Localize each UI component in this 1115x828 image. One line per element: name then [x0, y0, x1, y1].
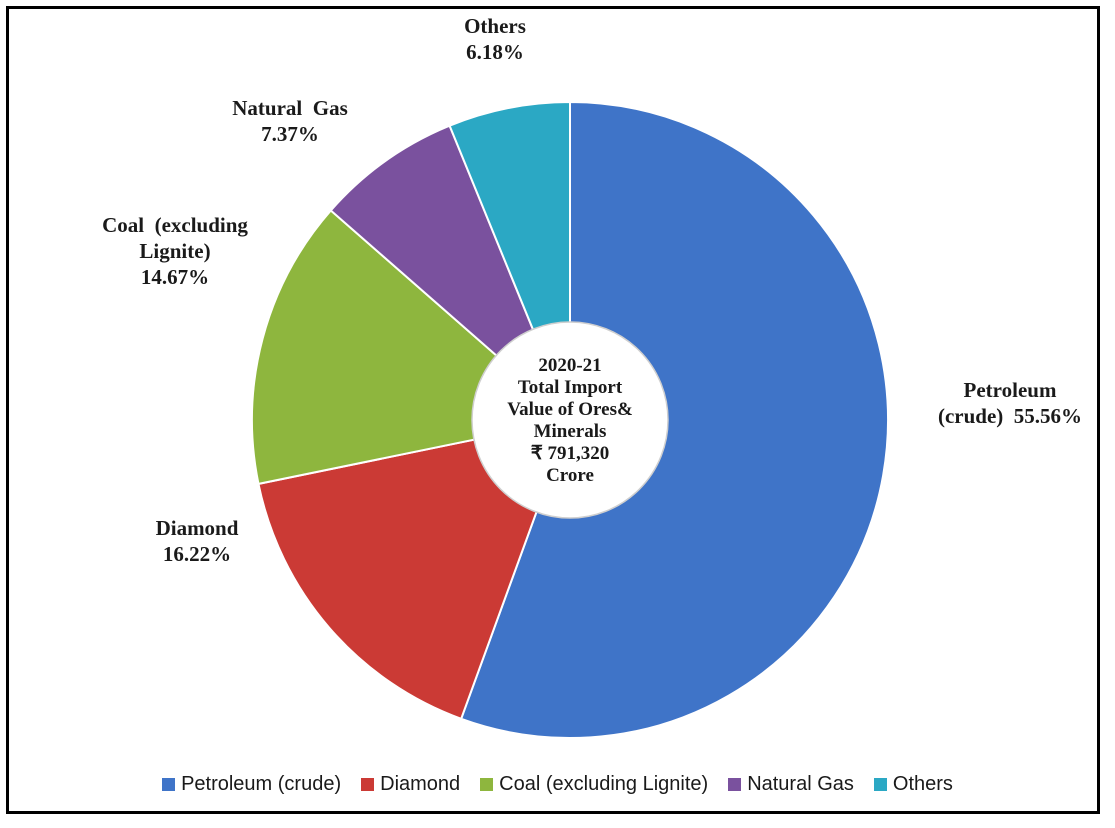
legend-swatch	[361, 778, 375, 791]
slice-label-petroleum-crude: Petroleum (crude) 55.56%	[938, 378, 1082, 428]
slice-label-natural-gas: Natural Gas 7.37%	[232, 96, 348, 146]
legend-swatch	[480, 778, 494, 791]
center-label: 2020-21 Total Import Value of Ores& Mineral…	[507, 355, 633, 486]
legend-swatch	[728, 778, 742, 791]
center-hole	[471, 321, 669, 519]
legend-swatch	[162, 778, 176, 791]
legend-label: Others	[892, 773, 953, 795]
legend-item-natural-gas: Natural Gas	[728, 773, 854, 796]
legend-swatch	[873, 778, 887, 791]
legend-item-petroleum-crude: Petroleum (crude)	[162, 773, 341, 796]
slice-label-others: Others 6.18%	[464, 14, 526, 64]
pie-slice-petroleum-crude	[459, 100, 889, 739]
legend-label: Natural Gas	[747, 773, 854, 795]
slice-label-diamond: Diamond 16.22%	[156, 516, 239, 566]
legend-item-coal-excluding-lignite: Coal (excluding Lignite)	[480, 773, 708, 796]
legend-label: Petroleum (crude)	[181, 773, 342, 795]
pie-slice-diamond	[257, 418, 572, 721]
legend: Petroleum (crude) Diamond Coal (excluding …	[0, 773, 1115, 796]
legend-item-others: Others	[873, 773, 953, 796]
slice-label-coal-excluding-lignite: Coal (excluding Lignite) 14.67%	[102, 213, 248, 289]
legend-label: Diamond	[380, 773, 461, 795]
legend-label: Coal (excluding Lignite)	[499, 773, 709, 795]
legend-item-diamond: Diamond	[361, 773, 460, 796]
